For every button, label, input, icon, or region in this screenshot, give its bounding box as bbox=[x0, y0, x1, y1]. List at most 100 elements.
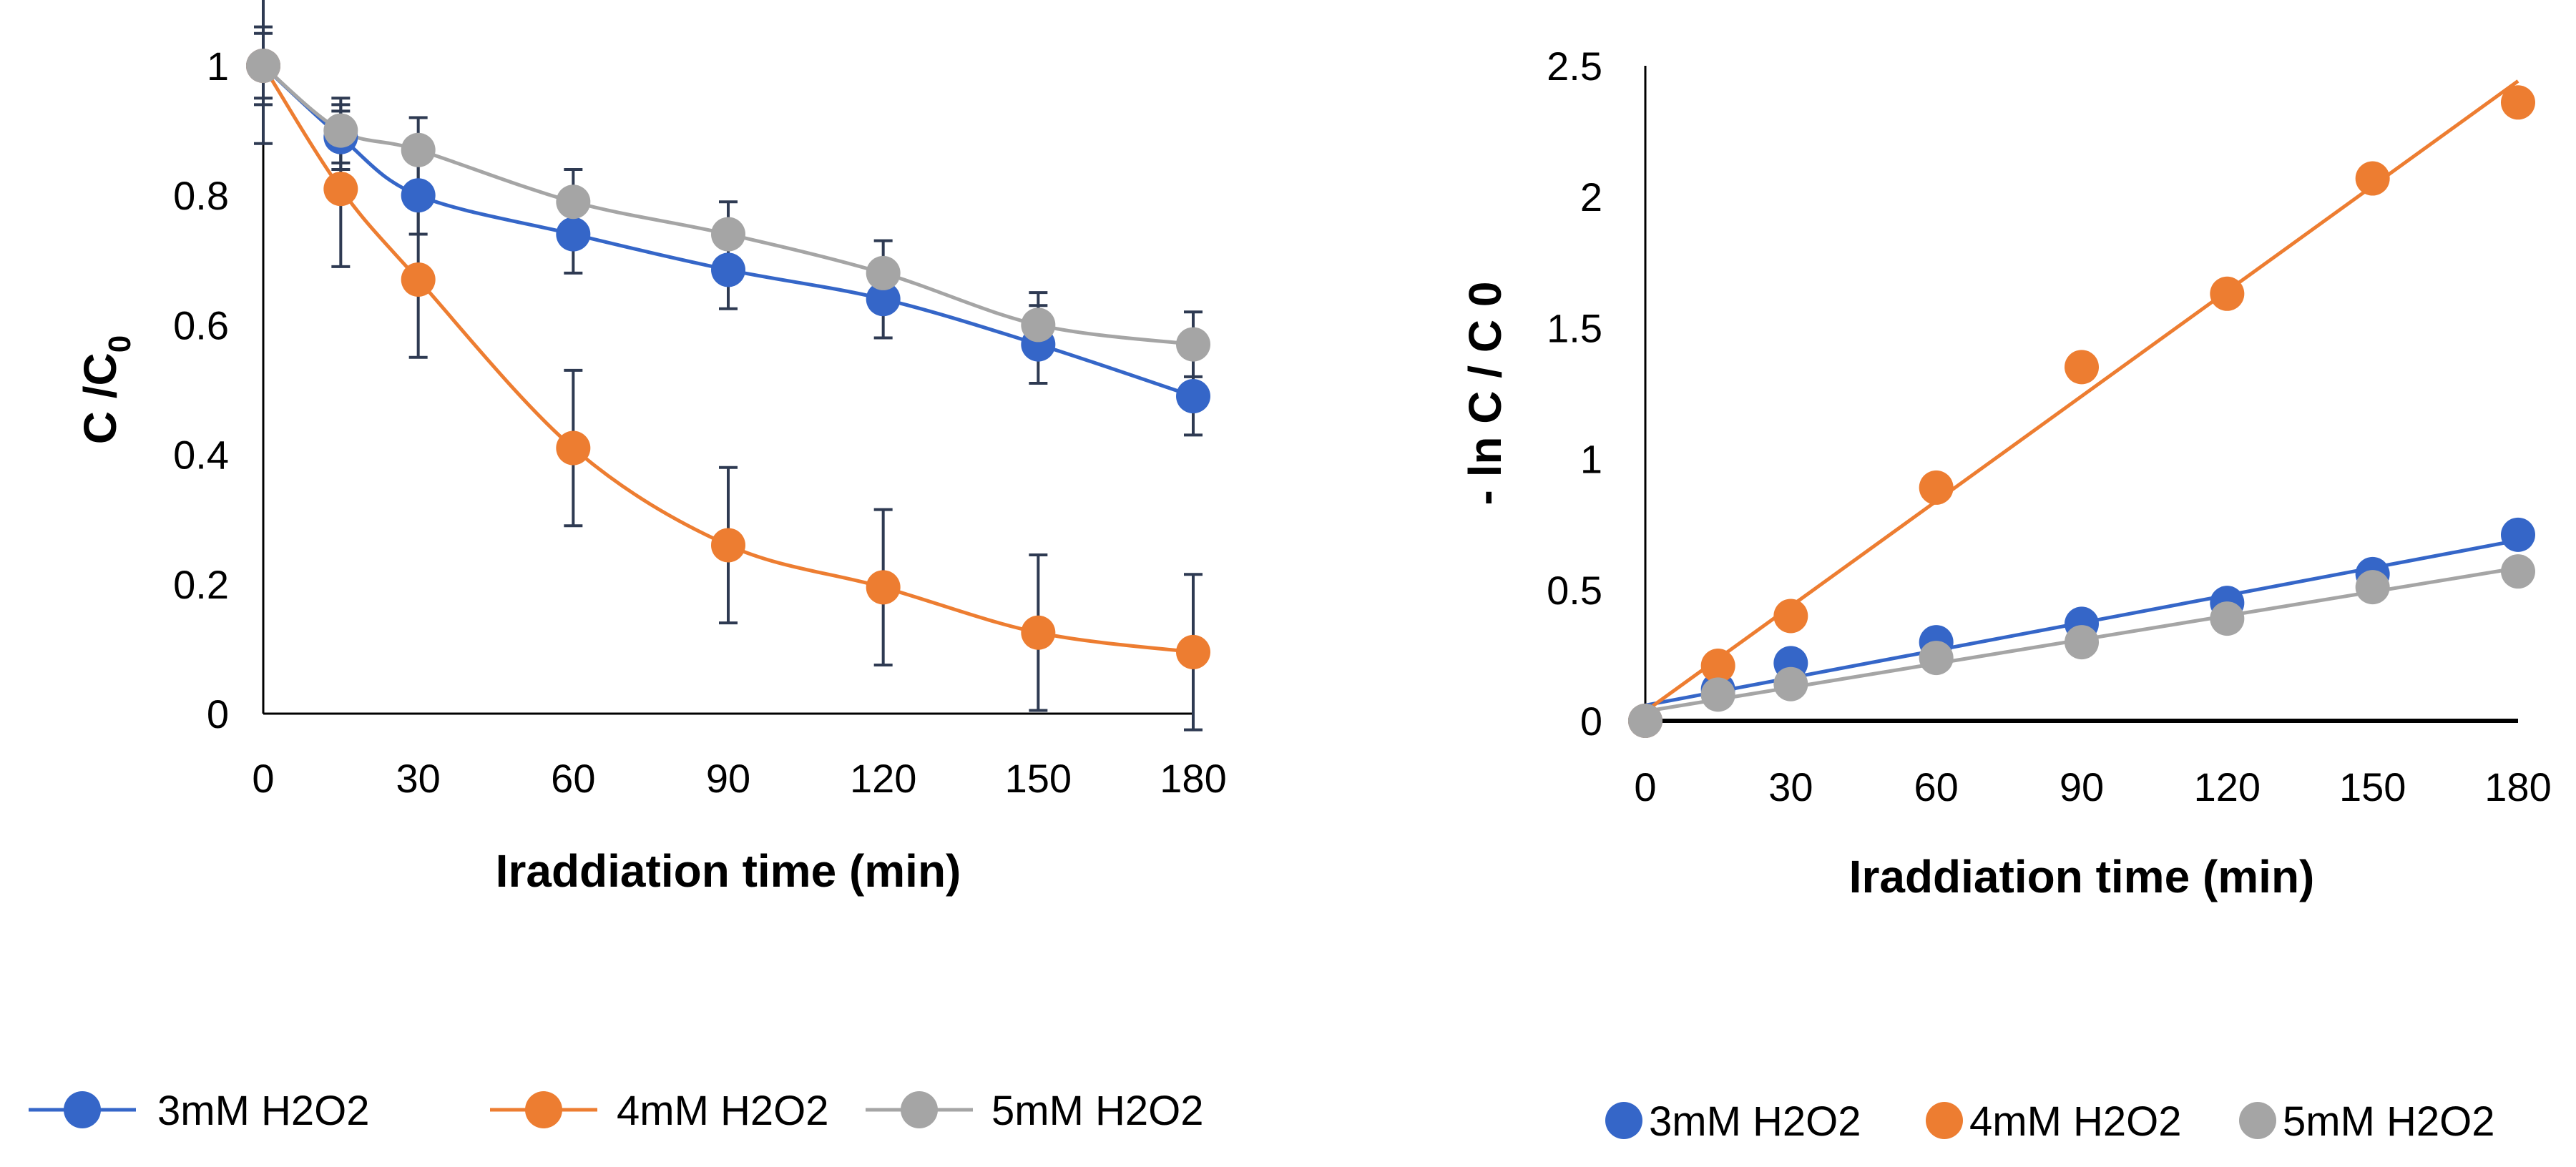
right-x-tick-label: 30 bbox=[1768, 764, 1813, 809]
left-point-3mM bbox=[556, 217, 591, 252]
left-chart: 0 0.2 0.4 0.6 0.8 1 0 30 60 90 120 150 180 Iraddiat… bbox=[74, 0, 1227, 897]
left-x-tick-label: 120 bbox=[850, 756, 916, 801]
left-legend-item-3mM: 3mM H2O2 bbox=[29, 1088, 370, 1134]
left-point-4mM bbox=[866, 570, 901, 605]
right-point-5mM bbox=[2501, 554, 2535, 589]
left-y-axis-title: C /C0 bbox=[74, 335, 137, 444]
left-y-tick-label: 0.6 bbox=[173, 302, 229, 348]
left-y-tick-label: 0.2 bbox=[173, 562, 229, 607]
right-x-tick-label: 120 bbox=[2194, 764, 2261, 809]
right-x-tick-label: 150 bbox=[2339, 764, 2406, 809]
left-legend: 3mM H2O2 4mM H2O2 5mM H2O2 bbox=[29, 1088, 1204, 1134]
right-point-4mM bbox=[2065, 350, 2099, 385]
left-point-4mM bbox=[323, 172, 358, 207]
left-point-4mM bbox=[1021, 615, 1056, 650]
left-legend-marker-3mM bbox=[64, 1091, 101, 1128]
right-legend-item-3mM: 3mM H2O2 bbox=[1605, 1098, 1861, 1145]
left-point-5mM bbox=[246, 49, 280, 83]
left-point-5mM bbox=[866, 255, 901, 290]
right-legend-label-3mM: 3mM H2O2 bbox=[1649, 1098, 1861, 1145]
left-legend-marker-4mM bbox=[525, 1091, 562, 1128]
right-legend-item-4mM: 4mM H2O2 bbox=[1926, 1098, 2182, 1145]
right-point-4mM bbox=[2355, 161, 2390, 196]
right-point-5mM bbox=[2065, 625, 2099, 660]
left-point-3mM bbox=[401, 178, 436, 213]
right-y-tick-label: 2 bbox=[1580, 174, 1602, 220]
right-y-tick-label: 1.5 bbox=[1547, 305, 1602, 350]
left-point-4mM bbox=[711, 528, 745, 563]
left-legend-item-4mM: 4mM H2O2 bbox=[490, 1088, 829, 1134]
right-y-axis-title: - ln C / C 0 bbox=[1459, 282, 1511, 506]
left-point-3mM bbox=[711, 252, 745, 287]
right-y-tick-labels: 0 0.5 1 1.5 2 2.5 bbox=[1547, 44, 1602, 744]
left-y-tick-label: 0.8 bbox=[173, 173, 229, 218]
right-legend: 3mM H2O2 4mM H2O2 5mM H2O2 bbox=[1605, 1098, 2495, 1145]
right-point-4mM bbox=[1773, 599, 1808, 634]
right-point-3mM bbox=[2501, 517, 2535, 552]
left-y-axis-title-sub: 0 bbox=[102, 335, 137, 353]
left-legend-item-5mM: 5mM H2O2 bbox=[866, 1088, 1204, 1134]
right-x-tick-label: 0 bbox=[1634, 764, 1656, 809]
right-y-tick-label: 2.5 bbox=[1547, 44, 1602, 89]
left-legend-label-5mM: 5mM H2O2 bbox=[991, 1088, 1204, 1134]
left-y-tick-label: 1 bbox=[207, 44, 229, 89]
right-point-5mM bbox=[2210, 601, 2245, 636]
right-point-5mM bbox=[1700, 677, 1735, 712]
right-chart: 0 0.5 1 1.5 2 2.5 0 30 60 90 120 150 180 Iraddiatio… bbox=[1459, 44, 2552, 902]
right-point-4mM bbox=[1919, 470, 1954, 505]
right-legend-label-5mM: 5mM H2O2 bbox=[2283, 1098, 2495, 1145]
left-x-tick-label: 0 bbox=[252, 756, 274, 801]
right-legend-marker-5mM bbox=[2239, 1102, 2276, 1139]
right-legend-item-5mM: 5mM H2O2 bbox=[2239, 1098, 2495, 1145]
left-point-5mM bbox=[556, 184, 591, 220]
right-legend-marker-4mM bbox=[1926, 1102, 1963, 1139]
right-legend-label-4mM: 4mM H2O2 bbox=[1969, 1098, 2182, 1145]
right-y-tick-label: 0 bbox=[1580, 699, 1602, 744]
right-x-axis-title: Iraddiation time (min) bbox=[1849, 851, 2315, 902]
left-x-tick-label: 30 bbox=[396, 756, 441, 801]
left-legend-marker-5mM bbox=[901, 1091, 938, 1128]
left-x-axis-title: Iraddiation time (min) bbox=[496, 845, 961, 897]
left-data-points bbox=[246, 49, 1210, 669]
left-x-tick-label: 60 bbox=[551, 756, 595, 801]
left-y-tick-label: 0.4 bbox=[173, 433, 229, 478]
left-y-tick-labels: 0 0.2 0.4 0.6 0.8 1 bbox=[173, 44, 229, 737]
left-y-axis-title-main: C /C bbox=[74, 353, 126, 444]
left-x-tick-label: 180 bbox=[1160, 756, 1226, 801]
left-x-tick-labels: 0 30 60 90 120 150 180 bbox=[252, 756, 1226, 801]
right-x-tick-label: 90 bbox=[2060, 764, 2104, 809]
right-point-4mM bbox=[1700, 649, 1735, 684]
right-data-points bbox=[1628, 85, 2535, 738]
left-x-tick-label: 150 bbox=[1005, 756, 1072, 801]
right-y-tick-label: 1 bbox=[1580, 437, 1602, 482]
left-y-tick-label: 0 bbox=[207, 691, 229, 737]
right-point-4mM bbox=[2210, 276, 2245, 311]
left-point-5mM bbox=[1176, 327, 1210, 362]
left-point-4mM bbox=[1176, 634, 1210, 669]
left-error-bars bbox=[254, 0, 1203, 732]
right-x-tick-labels: 0 30 60 90 120 150 180 bbox=[1634, 764, 2551, 809]
left-legend-label-4mM: 4mM H2O2 bbox=[617, 1088, 829, 1134]
left-point-5mM bbox=[1021, 307, 1056, 343]
right-point-4mM bbox=[2501, 85, 2535, 120]
left-point-5mM bbox=[323, 113, 358, 148]
right-x-tick-label: 180 bbox=[2484, 764, 2551, 809]
right-point-5mM bbox=[1773, 666, 1808, 701]
left-point-3mM bbox=[1176, 379, 1210, 414]
left-point-4mM bbox=[556, 430, 591, 466]
svg-text:C /C0: C /C0 bbox=[74, 335, 137, 444]
right-legend-marker-3mM bbox=[1605, 1102, 1642, 1139]
right-point-5mM bbox=[2355, 570, 2390, 605]
left-line-4mM bbox=[261, 64, 1194, 654]
left-point-3mM bbox=[866, 282, 901, 317]
left-point-4mM bbox=[401, 262, 436, 297]
right-y-tick-label: 0.5 bbox=[1547, 568, 1602, 613]
right-point-5mM bbox=[1628, 704, 1662, 738]
right-x-tick-label: 60 bbox=[1914, 764, 1959, 809]
left-x-tick-label: 90 bbox=[706, 756, 750, 801]
left-point-5mM bbox=[711, 217, 745, 252]
left-point-5mM bbox=[401, 132, 436, 167]
left-legend-label-3mM: 3mM H2O2 bbox=[157, 1088, 370, 1134]
